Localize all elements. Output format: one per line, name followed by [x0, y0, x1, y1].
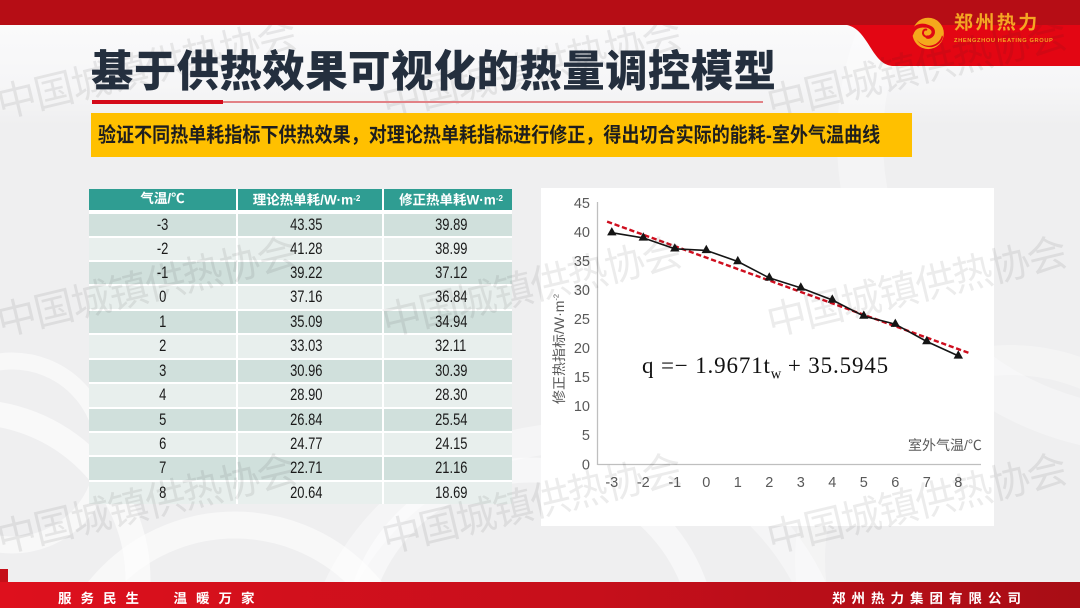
- svg-text:-3: -3: [605, 475, 618, 491]
- svg-text:45: 45: [574, 196, 590, 212]
- svg-text:-1: -1: [668, 475, 681, 491]
- svg-text:-2: -2: [637, 475, 650, 491]
- svg-text:5: 5: [860, 475, 868, 491]
- svg-text:7: 7: [923, 475, 931, 491]
- svg-text:5: 5: [582, 428, 590, 444]
- svg-text:20: 20: [574, 341, 590, 357]
- svg-text:6: 6: [891, 475, 899, 491]
- svg-text:1: 1: [734, 475, 742, 491]
- svg-text:40: 40: [574, 225, 590, 241]
- svg-text:0: 0: [702, 475, 710, 491]
- svg-text:15: 15: [574, 370, 590, 386]
- svg-text:4: 4: [828, 475, 836, 491]
- svg-text:2: 2: [765, 475, 773, 491]
- svg-text:30: 30: [574, 283, 590, 299]
- svg-text:10: 10: [574, 399, 590, 415]
- svg-text:3: 3: [797, 475, 805, 491]
- svg-text:25: 25: [574, 312, 590, 328]
- svg-text:8: 8: [954, 475, 962, 491]
- svg-text:35: 35: [574, 254, 590, 270]
- svg-text:0: 0: [582, 457, 590, 473]
